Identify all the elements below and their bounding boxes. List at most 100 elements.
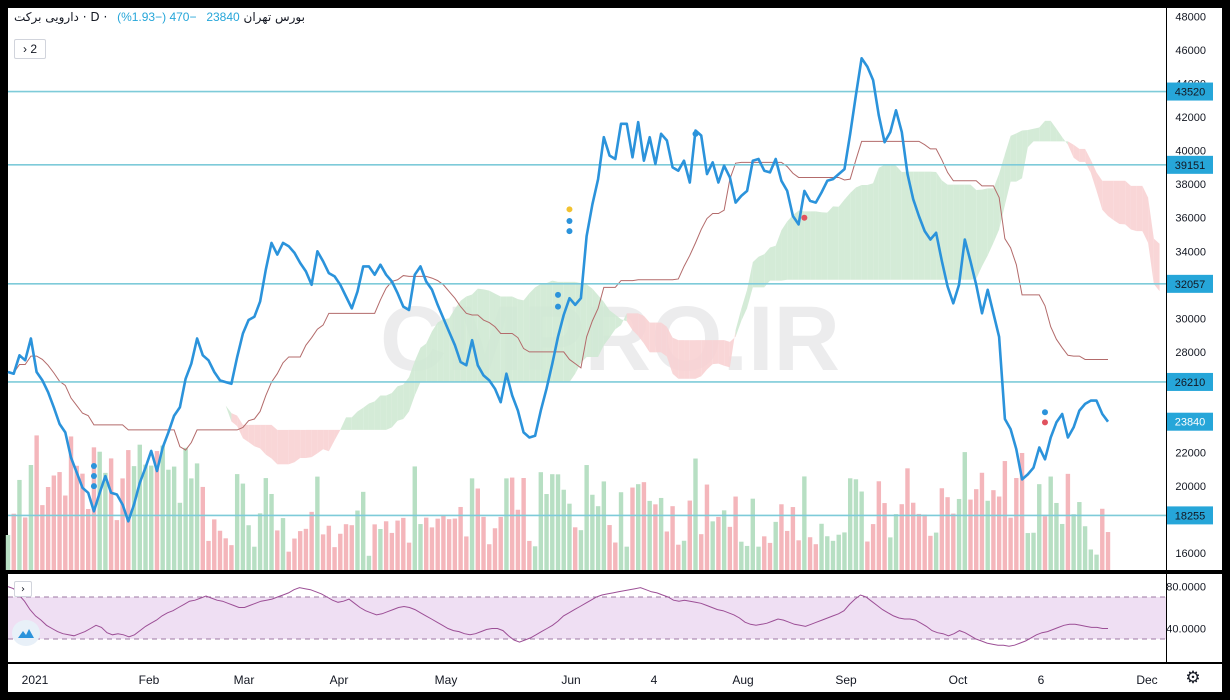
time-axis-background — [8, 664, 1222, 692]
volume-bar — [956, 498, 962, 570]
volume-bar — [28, 464, 34, 570]
volume-bar — [469, 478, 475, 570]
volume-bar — [699, 534, 704, 570]
price-axis-tick-label: 28000 — [1175, 347, 1206, 359]
volume-bar — [561, 489, 566, 570]
volume-bar — [103, 472, 108, 570]
gear-icon[interactable]: ⚙ — [1185, 668, 1201, 688]
volume-bar — [338, 533, 343, 570]
volume-bar — [653, 504, 658, 570]
volume-bar — [1100, 508, 1105, 570]
ichimoku-cloud-segment — [844, 192, 851, 280]
ichimoku-cloud-segment — [431, 322, 438, 383]
time-axis-tick-label: 6 — [1038, 673, 1045, 687]
ichimoku-cloud-segment — [374, 395, 381, 430]
volume-bar — [532, 546, 538, 570]
volume-bar — [458, 506, 463, 570]
volume-bar — [584, 465, 589, 570]
ichimoku-cloud-segment — [300, 429, 306, 459]
volume-bar — [418, 524, 423, 570]
volume-bar — [521, 478, 526, 570]
volume-bar — [40, 505, 45, 570]
time-axis-tick-label: Dec — [1136, 673, 1157, 687]
volume-bar — [1082, 526, 1088, 570]
ichimoku-cloud-segment — [718, 340, 725, 366]
signal-marker — [90, 483, 97, 490]
legend-symbol: دارویی برکت — [14, 10, 79, 24]
volume-bar — [1025, 533, 1030, 570]
ichimoku-cloud-segment — [896, 165, 902, 280]
volume-bar — [143, 464, 148, 570]
volume-bar — [567, 503, 572, 570]
volume-bar — [676, 544, 681, 570]
ichimoku-cloud-segment — [855, 184, 862, 280]
volume-bar — [206, 540, 211, 570]
ichimoku-cloud-segment — [1044, 120, 1051, 142]
collapse-indicators-button[interactable]: › 2 — [14, 39, 46, 59]
last-price-label: 23840 — [1175, 417, 1206, 429]
volume-bar — [515, 509, 521, 570]
volume-bar — [882, 503, 887, 570]
volume-bar — [670, 506, 675, 570]
legend-interval: D — [90, 10, 100, 24]
signal-marker — [801, 214, 808, 221]
signal-marker — [1041, 419, 1048, 426]
volume-bar — [819, 523, 824, 570]
level-label-background — [1167, 506, 1213, 525]
volume-bar — [234, 474, 240, 570]
ichimoku-cloud-segment — [981, 188, 988, 267]
volume-bar — [1065, 473, 1071, 570]
ichimoku-cloud-segment — [649, 322, 656, 353]
volume-bar — [389, 532, 395, 570]
volume-bar — [315, 476, 320, 570]
volume-bar — [11, 513, 16, 570]
ichimoku-cloud-segment — [769, 245, 776, 281]
price-axis-tick-label: 20000 — [1175, 481, 1206, 493]
logo-mountain-icon — [18, 629, 34, 638]
volume-bar — [613, 542, 618, 570]
ichimoku-cloud-segment — [426, 331, 432, 383]
volume-bar — [951, 513, 956, 570]
ichimoku-cloud-segment — [712, 340, 719, 365]
ichimoku-cloud-segment — [867, 183, 874, 280]
ichimoku-cloud-segment — [821, 212, 828, 280]
ichimoku-cloud-segment — [735, 308, 742, 337]
volume-bar — [590, 494, 595, 570]
ichimoku-cloud-segment — [1067, 141, 1074, 158]
legend-exchange: بورس تهران — [243, 10, 305, 24]
ichimoku-cloud-segment — [1085, 148, 1091, 173]
volume-bar — [487, 544, 492, 570]
ichimoku-cloud-segment — [1079, 148, 1086, 162]
volume-bar — [733, 496, 738, 570]
volume-bar — [383, 521, 389, 570]
rsi-collapse-button[interactable]: › — [14, 581, 32, 597]
volume-bar — [922, 514, 927, 570]
volume-bar — [446, 519, 452, 570]
volume-bar — [968, 499, 973, 570]
ichimoku-cloud-segment — [689, 340, 696, 379]
volume-bar — [429, 527, 435, 570]
volume-bar — [1059, 523, 1065, 570]
volume-bar — [578, 530, 584, 570]
volume-bar — [945, 497, 950, 570]
tradingview-logo-icon[interactable] — [12, 620, 40, 646]
level-label-background — [1167, 274, 1213, 293]
volume-bar — [865, 541, 870, 570]
volume-bar — [424, 517, 429, 570]
volume-bar — [108, 458, 114, 570]
ichimoku-cloud-segment — [878, 164, 885, 280]
ichimoku-cloud-segment — [540, 283, 547, 383]
signal-marker — [566, 218, 573, 225]
ichimoku-cloud-segment — [523, 293, 530, 383]
ichimoku-cloud-segment — [781, 221, 788, 281]
volume-bar — [647, 500, 652, 570]
ichimoku-cloud-segment — [609, 310, 616, 338]
volume-bar — [991, 490, 996, 570]
volume-bar — [257, 513, 263, 570]
volume-bar — [555, 474, 561, 570]
volume-bar — [286, 551, 291, 570]
volume-bar — [773, 521, 778, 570]
ichimoku-cloud-segment — [643, 315, 650, 353]
ichimoku-cloud-segment — [1056, 128, 1063, 142]
volume-bar — [911, 502, 916, 570]
